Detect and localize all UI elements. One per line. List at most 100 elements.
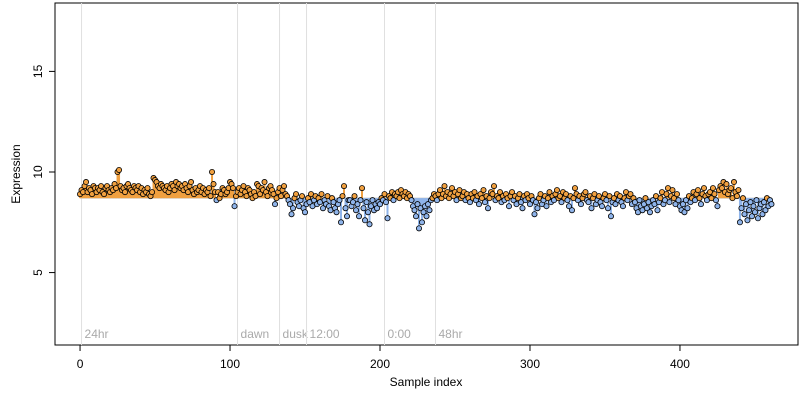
point bbox=[546, 189, 553, 196]
point bbox=[738, 205, 745, 212]
point bbox=[727, 185, 734, 192]
point bbox=[318, 191, 325, 198]
point bbox=[709, 185, 716, 192]
point bbox=[149, 189, 156, 196]
x-tick-label: 300 bbox=[520, 357, 540, 371]
point bbox=[543, 203, 550, 210]
point bbox=[711, 191, 718, 198]
point bbox=[336, 197, 343, 204]
point bbox=[534, 205, 541, 212]
point bbox=[486, 195, 493, 202]
point bbox=[475, 201, 482, 208]
point bbox=[744, 217, 751, 224]
point bbox=[261, 179, 268, 186]
point bbox=[188, 179, 195, 186]
point bbox=[436, 187, 443, 194]
x-tick-label: 200 bbox=[370, 357, 390, 371]
point bbox=[207, 193, 214, 200]
point bbox=[354, 201, 361, 208]
point bbox=[481, 199, 488, 206]
point bbox=[694, 187, 701, 194]
point bbox=[287, 201, 294, 208]
point bbox=[585, 199, 592, 206]
point bbox=[532, 199, 539, 206]
point bbox=[363, 199, 370, 206]
point bbox=[480, 187, 487, 194]
point bbox=[751, 209, 758, 216]
point bbox=[531, 211, 538, 218]
point bbox=[272, 201, 279, 208]
point bbox=[669, 187, 676, 194]
point bbox=[741, 211, 748, 218]
point bbox=[714, 203, 721, 210]
point bbox=[558, 199, 565, 206]
point bbox=[508, 189, 515, 196]
annotation-label: 0:00 bbox=[388, 327, 412, 341]
point bbox=[341, 183, 348, 190]
annotation-label: 12:00 bbox=[310, 327, 340, 341]
point bbox=[384, 215, 391, 222]
point bbox=[426, 207, 433, 214]
point bbox=[320, 205, 327, 212]
point bbox=[264, 193, 271, 200]
point bbox=[582, 189, 589, 196]
point bbox=[471, 189, 478, 196]
point bbox=[344, 213, 351, 220]
plot-frame bbox=[54, 2, 799, 346]
point bbox=[646, 209, 653, 216]
point bbox=[362, 217, 369, 224]
point bbox=[754, 215, 761, 222]
point bbox=[627, 191, 634, 198]
point bbox=[353, 207, 360, 214]
point bbox=[423, 213, 430, 220]
point bbox=[496, 189, 503, 196]
point bbox=[342, 205, 349, 212]
point bbox=[360, 205, 367, 212]
point bbox=[383, 199, 390, 206]
point bbox=[768, 201, 775, 208]
point bbox=[374, 205, 381, 212]
point bbox=[519, 205, 526, 212]
point bbox=[448, 185, 455, 192]
y-tick-label: 10 bbox=[31, 165, 45, 179]
point bbox=[357, 197, 364, 204]
point bbox=[293, 191, 300, 198]
point bbox=[408, 197, 415, 204]
point bbox=[612, 201, 619, 208]
point bbox=[736, 219, 743, 226]
point bbox=[748, 213, 755, 220]
point bbox=[735, 187, 742, 194]
point bbox=[414, 201, 421, 208]
point bbox=[598, 203, 605, 210]
point bbox=[210, 181, 217, 188]
point bbox=[750, 203, 757, 210]
annotation-label: dusk bbox=[283, 327, 309, 341]
point bbox=[577, 201, 584, 208]
point bbox=[101, 191, 108, 198]
point bbox=[675, 197, 682, 204]
point bbox=[369, 197, 376, 204]
point bbox=[231, 203, 238, 210]
point bbox=[366, 221, 373, 228]
point bbox=[377, 201, 384, 208]
point bbox=[747, 199, 754, 206]
point bbox=[762, 207, 769, 214]
point bbox=[604, 205, 611, 212]
point bbox=[654, 207, 661, 214]
point bbox=[339, 193, 346, 200]
point bbox=[696, 195, 703, 202]
annotation-label: dawn bbox=[241, 327, 270, 341]
point bbox=[420, 209, 427, 216]
annotation-label: 24hr bbox=[85, 327, 109, 341]
point bbox=[424, 201, 431, 208]
point bbox=[288, 211, 295, 218]
point bbox=[441, 183, 448, 190]
point bbox=[83, 179, 90, 186]
point bbox=[484, 205, 491, 212]
point bbox=[588, 205, 595, 212]
point bbox=[739, 195, 746, 202]
point bbox=[230, 185, 237, 192]
point bbox=[351, 193, 358, 200]
point bbox=[636, 197, 643, 204]
